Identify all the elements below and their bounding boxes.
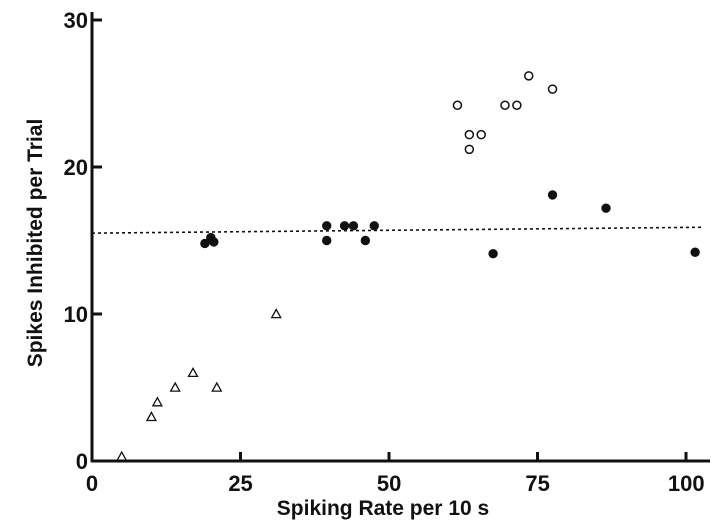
data-point-open-circle [500,100,510,111]
data-point-filled-circle [348,221,359,231]
data-point-open-circle [464,144,475,155]
data-point-open-triangle [116,450,128,461]
data-point-filled-circle [369,221,379,231]
y-tick-label: 20 [64,155,88,180]
y-tick-label: 10 [64,302,88,327]
data-point-open-triangle [187,366,199,378]
reference-line-layer [91,226,703,234]
data-point-open-circle [524,71,534,81]
data-point-filled-circle [200,238,210,249]
data-point-open-triangle [270,308,282,319]
data-point-open-circle [476,129,486,140]
data-point-open-circle [512,100,522,111]
data-point-open-circle [464,129,475,140]
data-point-filled-circle [488,249,498,259]
y-axis-title: Spikes Inhibited per Trial [24,119,47,368]
data-point-open-triangle [211,381,223,392]
data-points-layer [116,71,700,461]
data-point-filled-circle [601,203,611,213]
x-tick-label: 25 [228,471,252,496]
y-tick-label: 30 [64,8,88,33]
x-tick-label: 75 [525,471,549,496]
x-tick-label: 50 [377,471,401,496]
tick-labels-layer: 0 25 50 75 100 0 10 20 30 [64,8,705,496]
reference-line [91,226,703,234]
data-point-open-circle [547,84,558,94]
data-point-filled-circle [547,190,558,200]
data-point-open-triangle [151,396,163,407]
x-tick-label: 100 [668,471,705,496]
data-point-open-triangle [145,411,158,422]
data-point-open-triangle [169,381,181,392]
x-axis-title: Spiking Rate per 10 s [277,497,489,520]
data-point-filled-circle [360,235,371,246]
data-point-filled-circle [690,247,700,257]
data-point-filled-circle [322,221,332,231]
data-point-filled-circle [339,221,350,231]
x-tick-label: 0 [86,471,98,496]
axes-layer [90,12,710,463]
data-point-filled-circle [209,237,219,247]
data-point-open-circle [452,100,463,111]
data-point-filled-circle [322,235,332,246]
y-tick-label: 0 [76,449,88,474]
